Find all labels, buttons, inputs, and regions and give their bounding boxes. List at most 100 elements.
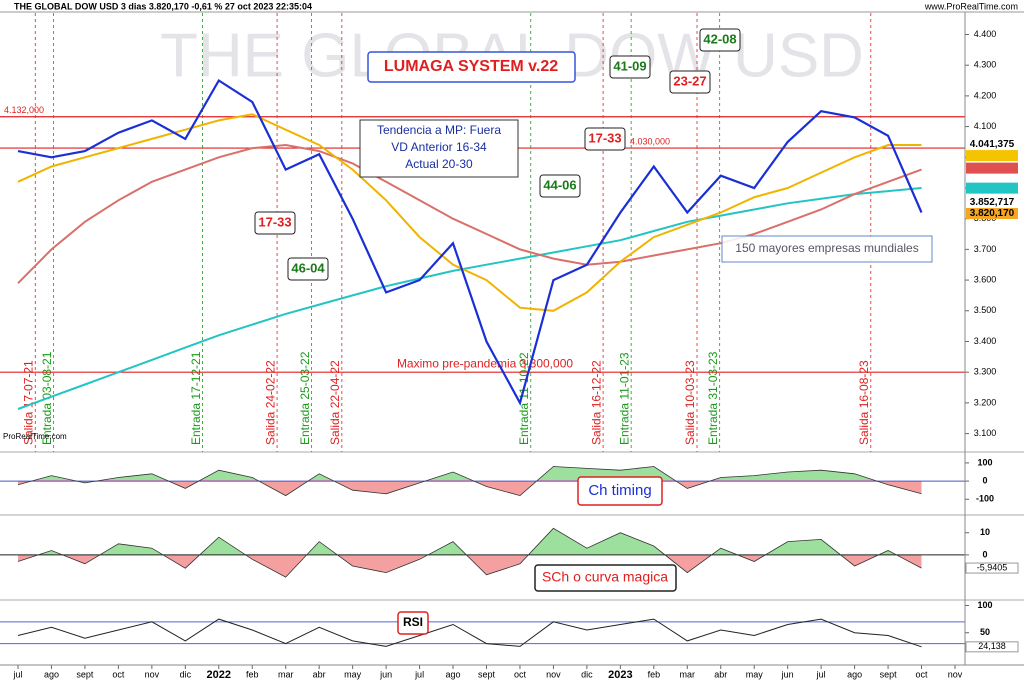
x-tick-label: feb [246, 669, 259, 679]
trend-line: VD Anterior 16-34 [391, 140, 487, 154]
x-tick-label: sept [478, 669, 496, 679]
signal-box-label: 42-08 [703, 31, 736, 46]
signal-box [584, 127, 626, 151]
x-tick-label: oct [112, 669, 125, 679]
x-tick-label: nov [145, 669, 160, 679]
oscillator-negative [18, 480, 922, 496]
y-tick-label: 0 [982, 549, 987, 559]
x-tick-label: dic [581, 669, 593, 679]
signal-box [254, 211, 296, 235]
x-tick-label: nov [948, 669, 963, 679]
oscillator-positive [35, 466, 874, 480]
x-tick-label: 2023 [608, 669, 632, 681]
x-tick-label: jun [379, 669, 392, 679]
x-tick-label: jul [12, 669, 22, 679]
price-tag-label: 3.899,501 [970, 183, 1015, 194]
y-tick-label: 3.700 [974, 244, 997, 254]
price-tag [966, 150, 1018, 162]
signal-box-label: 46-04 [291, 260, 325, 275]
x-tick-label: jul [816, 669, 826, 679]
signal-label: Entrada 25-03-22 [298, 351, 312, 445]
y-tick-label: 3.300 [974, 367, 997, 377]
price-tag [966, 162, 1018, 174]
x-tick-label: sept [880, 669, 898, 679]
level-label: 4.030,000 [630, 136, 670, 146]
x-tick-label: nov [546, 669, 561, 679]
y-tick-label: 50 [980, 627, 990, 637]
signal-box [669, 70, 711, 94]
x-tick-label: abr [714, 669, 727, 679]
y-tick-label: 0 [982, 475, 987, 485]
trend-line: Tendencia a MP: Fuera [377, 123, 501, 137]
price-tag [966, 197, 1018, 209]
panel-label-box [534, 564, 677, 592]
value-tag [965, 641, 1019, 653]
price-tag-label: 3.964,736 [970, 163, 1015, 174]
level-label: 4.132,000 [4, 105, 44, 115]
price-tag [966, 139, 1018, 151]
series-line [17, 113, 922, 312]
y-tick-label: 3.400 [974, 336, 997, 346]
x-tick-label: dic [180, 669, 192, 679]
price-tag [966, 182, 1018, 194]
header-title: THE GLOBAL DOW USD 3 dias 3.820,170 -0,6… [14, 1, 312, 11]
panel-label-box [577, 476, 663, 506]
y-tick-label: 4.300 [974, 60, 997, 70]
signal-box-label: 44-06 [543, 177, 576, 192]
panel-label-box [397, 611, 429, 635]
signal-box [699, 28, 741, 52]
trend-box [359, 119, 519, 178]
price-tag-label: 4.037,974 [970, 150, 1015, 161]
x-tick-label: may [344, 669, 362, 679]
y-tick-label: 100 [977, 457, 992, 467]
signal-label: Salida 10-03-23 [683, 360, 697, 445]
oscillator-positive [18, 528, 922, 555]
x-tick-label: ago [44, 669, 59, 679]
price-tag-label: 3.820,170 [970, 208, 1015, 219]
value-tag-label: -5,9405 [977, 562, 1008, 572]
series-line [17, 78, 923, 406]
title-box [367, 51, 576, 83]
signal-label: Entrada 17-12-21 [189, 351, 203, 445]
signal-box-label: 17-33 [258, 214, 291, 229]
signal-box-label: 23-27 [673, 73, 706, 88]
signal-box-label: 17-33 [588, 130, 621, 145]
y-tick-label: 4.200 [974, 90, 997, 100]
rsi-line [17, 618, 922, 648]
signal-label: Salida 22-04-22 [328, 360, 342, 445]
y-tick-label: 3.500 [974, 305, 997, 315]
x-tick-label: jul [414, 669, 424, 679]
oscillator-negative [18, 555, 922, 578]
oscillator-line [17, 527, 922, 578]
y-tick-label: 3.200 [974, 397, 997, 407]
y-tick-label: 100 [977, 600, 992, 610]
x-tick-label: sept [76, 669, 94, 679]
x-tick-label: abr [313, 669, 326, 679]
x-tick-label: feb [648, 669, 661, 679]
oscillator-line [17, 466, 922, 497]
signal-box-label: 41-09 [613, 58, 646, 73]
price-tag [966, 208, 1018, 220]
signal-label: Salida 16-08-23 [857, 360, 871, 445]
value-tag-label: 24,138 [978, 641, 1006, 651]
signal-label: Entrada 31-03-23 [706, 351, 720, 445]
signal-label: Entrada 11-01-23 [617, 352, 631, 445]
x-tick-label: oct [916, 669, 929, 679]
series-line [17, 143, 922, 284]
panel-label: Ch timing [588, 482, 651, 499]
signal-label: Salida 24-02-22 [263, 360, 277, 445]
trend-line: Actual 20-30 [405, 157, 473, 171]
signal-label: Salida 16-12-22 [589, 360, 603, 445]
x-tick-label: mar [278, 669, 294, 679]
brand: ProRealTime.com [3, 432, 67, 441]
y-tick-label: 4.100 [974, 121, 997, 131]
y-tick-label: 4.400 [974, 29, 997, 39]
signal-box [609, 55, 651, 79]
signal-box [287, 257, 329, 281]
note: 150 mayores empresas mundiales [735, 241, 918, 255]
y-tick-label: 10 [980, 527, 990, 537]
series-line [17, 187, 922, 410]
y-tick-label: -100 [976, 494, 994, 504]
